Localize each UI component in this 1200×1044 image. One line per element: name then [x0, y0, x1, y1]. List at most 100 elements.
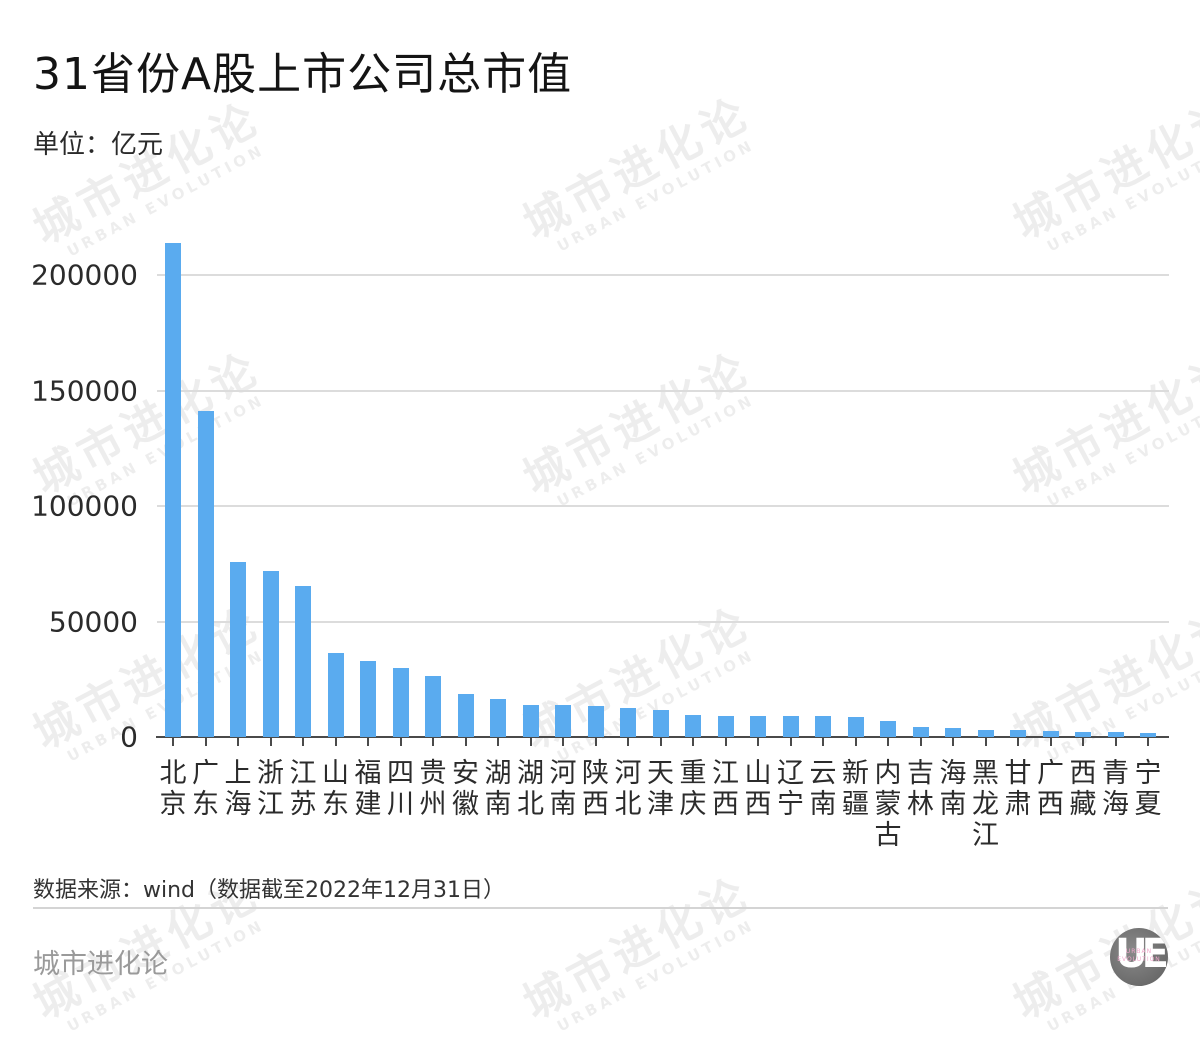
- watermark-cn: 城市进化论: [1005, 867, 1200, 1030]
- x-axis-tick: [367, 738, 369, 746]
- x-axis-category-label: 湖北: [517, 758, 544, 820]
- x-axis-tick: [529, 738, 532, 746]
- watermark-en: URBAN EVOLUTION: [554, 915, 758, 1036]
- bar: [847, 716, 864, 737]
- x-axis-category-label: 上海: [224, 758, 252, 820]
- x-axis-category-label: 广西: [1037, 758, 1064, 820]
- bar: [685, 715, 701, 737]
- x-axis-tick: [594, 738, 597, 746]
- x-axis-tick: [302, 738, 304, 746]
- x-axis-tick: [822, 738, 824, 746]
- x-axis-tick: [919, 738, 922, 746]
- x-axis-tick: [952, 738, 954, 746]
- x-axis-category-label: 山东: [322, 758, 349, 820]
- y-axis-tick-label: 100000: [31, 489, 138, 523]
- gridline: [157, 505, 1169, 507]
- logo-text-evolution: EVOLUTION: [1117, 956, 1161, 963]
- bar: [165, 242, 181, 737]
- x-axis-category-label: 安徽: [452, 758, 479, 820]
- bar: [230, 561, 246, 737]
- x-axis-category-label: 辽宁: [777, 758, 804, 820]
- logo-text-urban: URBAN: [1125, 948, 1153, 955]
- x-axis-tick: [562, 738, 564, 746]
- x-axis-category-label: 广东: [192, 758, 219, 820]
- x-axis-category-label: 北京: [159, 758, 187, 820]
- bar: [782, 716, 799, 737]
- x-axis-category-label: 甘肃: [1004, 758, 1032, 820]
- x-axis-category-label: 天津: [647, 758, 674, 820]
- bar: [945, 728, 961, 737]
- x-axis-tick: [204, 738, 207, 746]
- bar: [977, 729, 994, 737]
- x-axis-category-label: 河北: [614, 758, 642, 820]
- unit-label: 单位：亿元: [33, 130, 164, 160]
- x-axis-tick: [984, 738, 987, 746]
- x-axis-category-label: 青海: [1102, 758, 1129, 820]
- x-axis-category-label: 浙江: [257, 758, 284, 820]
- brand-name: 城市进化论: [33, 949, 168, 980]
- x-axis-category-label: 新疆: [842, 758, 869, 820]
- x-axis-tick: [1017, 738, 1019, 746]
- y-axis-tick-label: 200000: [31, 258, 138, 292]
- bar: [1010, 730, 1026, 737]
- x-axis-tick: [1049, 738, 1052, 746]
- bar: [360, 661, 376, 737]
- x-axis-category-label: 湖南: [484, 758, 512, 820]
- x-axis-tick: [789, 738, 792, 746]
- bar: [815, 716, 831, 737]
- y-axis-tick-label: 0: [120, 720, 138, 754]
- bar: [392, 667, 409, 737]
- x-axis-category-label: 江西: [712, 758, 739, 820]
- y-axis-tick-label: 150000: [31, 374, 138, 407]
- x-axis-tick: [269, 738, 272, 746]
- bar: [620, 708, 636, 737]
- x-axis-tick: [497, 738, 499, 746]
- x-axis-tick: [399, 738, 402, 746]
- bar: [717, 715, 734, 737]
- x-axis-tick: [659, 738, 662, 746]
- x-axis-tick: [1082, 738, 1084, 746]
- bar: [1042, 730, 1059, 737]
- bar: [197, 410, 214, 737]
- bar: [327, 653, 344, 737]
- bar: [912, 727, 929, 737]
- x-axis-category-label: 四川: [387, 758, 414, 820]
- chart-title: 31省份A股上市公司总市值: [33, 49, 573, 100]
- x-axis-tick: [237, 738, 239, 746]
- x-axis-tick: [334, 738, 337, 746]
- x-axis-tick: [887, 738, 889, 746]
- x-axis-category-label: 云南: [809, 758, 837, 820]
- bar: [457, 694, 474, 737]
- bar: [295, 585, 311, 737]
- x-axis-tick: [1114, 738, 1117, 746]
- bar: [262, 570, 279, 737]
- x-axis-category-label: 内蒙古: [874, 758, 902, 851]
- x-axis-category-label: 福建: [354, 758, 382, 820]
- footer-divider: [33, 907, 1168, 909]
- x-axis-tick: [627, 738, 629, 746]
- bar: [490, 699, 506, 737]
- gridline: [157, 389, 1169, 392]
- x-axis-category-label: 陕西: [582, 758, 609, 820]
- brand-logo-icon: UE URBAN EVOLUTION: [1110, 928, 1168, 986]
- x-axis-tick: [1147, 738, 1149, 746]
- y-axis-tick-label: 50000: [48, 605, 138, 638]
- data-source: 数据来源：wind（数据截至2022年12月31日）: [33, 878, 505, 903]
- x-axis-tick: [854, 738, 857, 746]
- bar-chart: 0 50000 100000 150000 200000 北京 广东 上海 浙江 江苏 山东 福建 四川…: [31, 242, 1169, 851]
- x-axis-category-label: 江苏: [289, 758, 317, 820]
- x-axis-category-label: 重庆: [679, 758, 707, 820]
- gridline: [157, 274, 1169, 276]
- bar: [555, 705, 571, 737]
- x-axis-category-label: 贵州: [419, 758, 447, 820]
- x-axis-category-label: 宁夏: [1134, 758, 1162, 820]
- x-axis-line: [156, 736, 1169, 738]
- watermark-cn: 城市进化论: [515, 867, 760, 1030]
- bar: [425, 676, 441, 737]
- x-axis-tick: [724, 738, 727, 746]
- x-axis-category-label: 山西: [744, 758, 772, 820]
- x-axis-tick: [464, 738, 467, 746]
- x-axis-category-label: 黑龙江: [972, 758, 999, 851]
